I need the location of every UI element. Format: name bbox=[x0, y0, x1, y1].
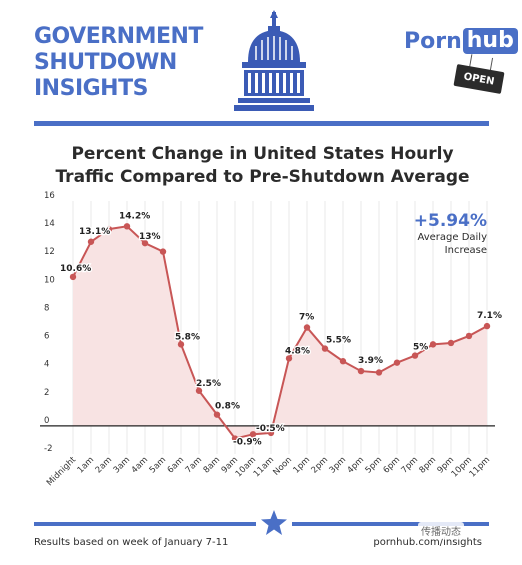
data-point bbox=[231, 435, 239, 442]
y-tick-label: 0 bbox=[44, 416, 49, 426]
data-point bbox=[195, 387, 203, 394]
title-line-3: INSIGHTS bbox=[34, 76, 148, 101]
capitol-dome-icon bbox=[234, 10, 314, 111]
footer-divider-right bbox=[292, 522, 489, 526]
header-divider bbox=[34, 121, 489, 126]
average-increase-value: +5.94% bbox=[413, 211, 487, 231]
data-label: 10.6% bbox=[60, 264, 91, 274]
data-label: 14.2% bbox=[119, 211, 150, 221]
star-icon bbox=[261, 510, 287, 535]
x-tick-label: 11am bbox=[252, 455, 276, 479]
x-tick-label: 3am bbox=[112, 455, 132, 475]
data-point bbox=[465, 332, 473, 340]
data-point bbox=[429, 341, 437, 348]
data-label: 7.1% bbox=[477, 311, 502, 321]
data-point bbox=[321, 345, 329, 352]
y-tick-label: 6 bbox=[44, 332, 49, 342]
series-area bbox=[73, 226, 487, 439]
y-tick-label: 14 bbox=[44, 219, 55, 229]
chart-title: Percent Change in United States Hourly T… bbox=[40, 143, 485, 189]
x-tick-label: Midnight bbox=[45, 455, 79, 489]
title-line-1: GOVERNMENT bbox=[34, 24, 203, 49]
x-tick-label: 4am bbox=[130, 455, 150, 475]
chart-title-line-1: Percent Change in United States Hourly bbox=[71, 144, 454, 164]
average-increase-callout: +5.94% Average Daily Increase bbox=[375, 211, 487, 257]
y-tick-label: 4 bbox=[44, 360, 49, 370]
footer-divider-left bbox=[34, 522, 256, 526]
data-point bbox=[177, 341, 185, 348]
data-label: 13.1% bbox=[79, 227, 110, 237]
watermark-label: 传播动态 bbox=[418, 522, 464, 539]
x-tick-label: Noon bbox=[271, 455, 294, 478]
data-label: 13% bbox=[139, 232, 161, 242]
x-tick-label: 7am bbox=[184, 455, 204, 475]
data-label: 5% bbox=[413, 343, 428, 353]
y-tick-label: 16 bbox=[44, 191, 55, 201]
data-point bbox=[69, 273, 77, 281]
footer-note: Results based on week of January 7-11 bbox=[34, 537, 229, 548]
x-tick-label: 2pm bbox=[310, 455, 331, 476]
data-label: -0.5% bbox=[256, 424, 285, 434]
data-point bbox=[105, 225, 113, 233]
data-point bbox=[357, 367, 365, 375]
y-tick-label: 10 bbox=[44, 275, 55, 285]
chart-title-line-2: Traffic Compared to Pre-Shutdown Average bbox=[55, 167, 470, 187]
data-point bbox=[483, 322, 491, 330]
logo-text-right: hub bbox=[462, 28, 518, 54]
data-point bbox=[141, 239, 149, 247]
data-point bbox=[123, 223, 131, 230]
data-point bbox=[213, 411, 221, 418]
logo-text-left: Porn bbox=[404, 28, 462, 54]
x-tick-label: 8am bbox=[202, 455, 222, 475]
data-point bbox=[303, 324, 311, 331]
data-label: 4.8% bbox=[285, 346, 310, 356]
data-label: 7% bbox=[299, 313, 314, 323]
y-tick-label: 8 bbox=[44, 303, 49, 313]
average-increase-label-2: Increase bbox=[444, 245, 487, 256]
x-tick-label: 2am bbox=[94, 455, 114, 475]
x-tick-label: 4pm bbox=[346, 455, 367, 476]
series-line bbox=[72, 225, 488, 440]
data-point bbox=[87, 238, 95, 245]
x-tick-label: 6am bbox=[166, 455, 186, 475]
data-label: -0.9% bbox=[233, 438, 262, 448]
x-tick-label: 6pm bbox=[382, 455, 403, 476]
data-point bbox=[339, 358, 347, 365]
title-line-2: SHUTDOWN bbox=[34, 50, 177, 75]
x-tick-label: 1am bbox=[76, 455, 96, 475]
y-tick-label: -2 bbox=[44, 444, 52, 454]
data-point bbox=[267, 429, 275, 437]
data-point bbox=[159, 248, 167, 255]
data-point bbox=[447, 339, 455, 347]
x-tick-label: 5am bbox=[148, 455, 168, 475]
y-tick-label: 12 bbox=[44, 247, 55, 257]
data-point bbox=[393, 359, 401, 366]
x-tick-label: 7pm bbox=[400, 455, 421, 476]
infographic-title: GOVERNMENT SHUTDOWN INSIGHTS bbox=[34, 24, 234, 102]
data-point bbox=[249, 431, 257, 438]
data-point bbox=[375, 369, 383, 376]
x-tick-label: 8pm bbox=[418, 455, 439, 476]
x-tick-label: 5pm bbox=[364, 455, 385, 476]
y-tick-label: 2 bbox=[44, 388, 49, 398]
footer-url: pornhub.com/insights bbox=[373, 537, 482, 548]
data-point bbox=[411, 352, 419, 359]
data-label: 5.8% bbox=[175, 332, 200, 342]
average-increase-label-1: Average Daily bbox=[417, 232, 487, 243]
pornhub-logo: Porn hub bbox=[404, 28, 518, 54]
data-point bbox=[285, 355, 293, 362]
x-tick-label: 11pm bbox=[468, 455, 492, 479]
data-label: 5.5% bbox=[326, 336, 351, 346]
x-tick-label: 3pm bbox=[328, 455, 349, 476]
x-tick-label: 1pm bbox=[292, 455, 313, 476]
data-label: 0.8% bbox=[215, 402, 240, 412]
data-label: 2.5% bbox=[196, 379, 221, 389]
data-label: 3.9% bbox=[358, 356, 383, 366]
